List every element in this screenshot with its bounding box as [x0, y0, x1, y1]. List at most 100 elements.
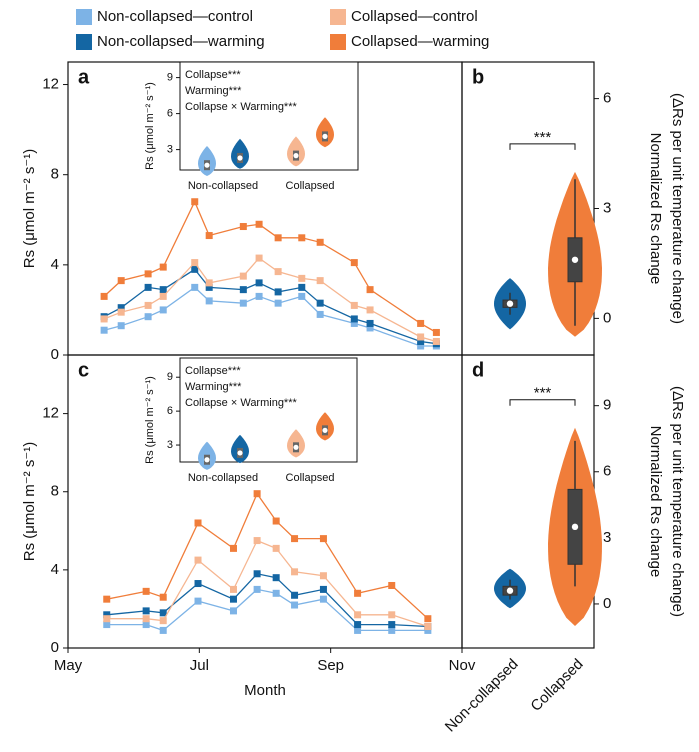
- data-point: [205, 232, 213, 240]
- data-point: [253, 570, 261, 578]
- data-point: [117, 277, 125, 285]
- data-point: [194, 556, 202, 564]
- significance-bracket: [509, 399, 576, 406]
- data-point: [316, 310, 324, 318]
- panel-letter: d: [472, 359, 484, 381]
- inset-median: [237, 155, 243, 161]
- inset-category: Collapsed: [286, 180, 335, 192]
- x-axis-title: Month: [244, 682, 286, 699]
- data-point: [255, 292, 263, 300]
- data-point: [144, 270, 152, 278]
- data-point: [229, 595, 237, 603]
- data-point: [205, 283, 213, 291]
- inset-annotation: Collapse***: [185, 365, 241, 377]
- series-line: [103, 268, 437, 345]
- data-point: [255, 279, 263, 287]
- data-point: [239, 299, 247, 307]
- data-point: [103, 611, 111, 619]
- x-tick-label: Sep: [317, 657, 344, 674]
- y-axis-title: (ΔRs per unit temperature change): [669, 93, 686, 324]
- inset-y-tick-label: 9: [167, 371, 173, 383]
- data-point: [319, 585, 327, 593]
- inset-category: Non-collapsed: [188, 472, 258, 484]
- data-point: [350, 319, 358, 327]
- y-tick-label: 12: [42, 76, 59, 93]
- inset-frame: [179, 61, 359, 171]
- data-point: [100, 315, 108, 323]
- data-point: [366, 306, 374, 314]
- x-tick-label: Collapsed: [527, 656, 586, 715]
- data-point: [159, 292, 167, 300]
- y-tick-label: 0: [603, 595, 611, 612]
- data-point: [424, 626, 432, 634]
- data-point: [274, 299, 282, 307]
- data-point: [253, 585, 261, 593]
- data-point: [291, 535, 299, 543]
- inset-median: [293, 444, 299, 450]
- data-point: [229, 585, 237, 593]
- inset-y-tick-label: 3: [167, 439, 173, 451]
- data-point: [194, 580, 202, 588]
- data-point: [274, 234, 282, 242]
- data-point: [229, 607, 237, 615]
- panel-letter: a: [78, 66, 90, 88]
- data-point: [388, 626, 396, 634]
- inset-y-tick-label: 6: [167, 108, 173, 120]
- median: [571, 256, 579, 263]
- data-point: [354, 589, 362, 597]
- data-point: [424, 623, 432, 631]
- legend-label: Non-collapsed—warming: [97, 33, 265, 50]
- data-point: [319, 572, 327, 580]
- data-point: [144, 313, 152, 321]
- data-point: [366, 319, 374, 327]
- data-point: [117, 304, 125, 312]
- legend-swatch: [330, 9, 346, 25]
- data-point: [159, 263, 167, 271]
- data-point: [366, 286, 374, 294]
- inset-median: [204, 457, 210, 463]
- inset-annotation: Collapse × Warming***: [185, 101, 297, 113]
- data-point: [103, 621, 111, 629]
- x-tick-label: Jul: [190, 657, 209, 674]
- data-point: [255, 254, 263, 262]
- series-line: [106, 492, 429, 620]
- data-point: [424, 615, 432, 623]
- data-point: [316, 299, 324, 307]
- data-point: [142, 607, 150, 615]
- data-point: [319, 535, 327, 543]
- panel-letter: c: [78, 359, 89, 381]
- data-point: [272, 544, 280, 552]
- data-point: [142, 615, 150, 623]
- inset-median: [204, 162, 210, 168]
- data-point: [100, 326, 108, 334]
- y-axis-title: (ΔRs per unit temperature change): [669, 386, 686, 617]
- y-tick-label: 3: [603, 199, 611, 216]
- data-point: [417, 337, 425, 345]
- data-point: [298, 283, 306, 291]
- inset-annotation: Warming***: [185, 85, 242, 97]
- legend-label: Collapsed—control: [351, 8, 478, 25]
- series-line: [106, 573, 428, 628]
- median: [506, 587, 514, 594]
- data-point: [142, 587, 150, 595]
- legend-swatch: [330, 34, 346, 50]
- data-point: [159, 626, 167, 634]
- data-point: [253, 537, 261, 545]
- data-point: [354, 611, 362, 619]
- data-point: [103, 595, 111, 603]
- inset-median: [322, 133, 328, 139]
- data-point: [144, 283, 152, 291]
- data-point: [159, 286, 167, 294]
- series-line: [103, 200, 437, 334]
- data-point: [272, 517, 280, 525]
- data-point: [159, 306, 167, 314]
- data-point: [191, 283, 199, 291]
- y-tick-label: 12: [42, 405, 59, 422]
- data-point: [159, 617, 167, 625]
- y-tick-label: 9: [603, 397, 611, 414]
- data-point: [291, 591, 299, 599]
- inset-y-tick-label: 3: [167, 144, 173, 156]
- y-tick-label: 4: [51, 561, 59, 578]
- inset-y-axis-title: Rs (μmol m⁻² s⁻¹): [144, 82, 156, 170]
